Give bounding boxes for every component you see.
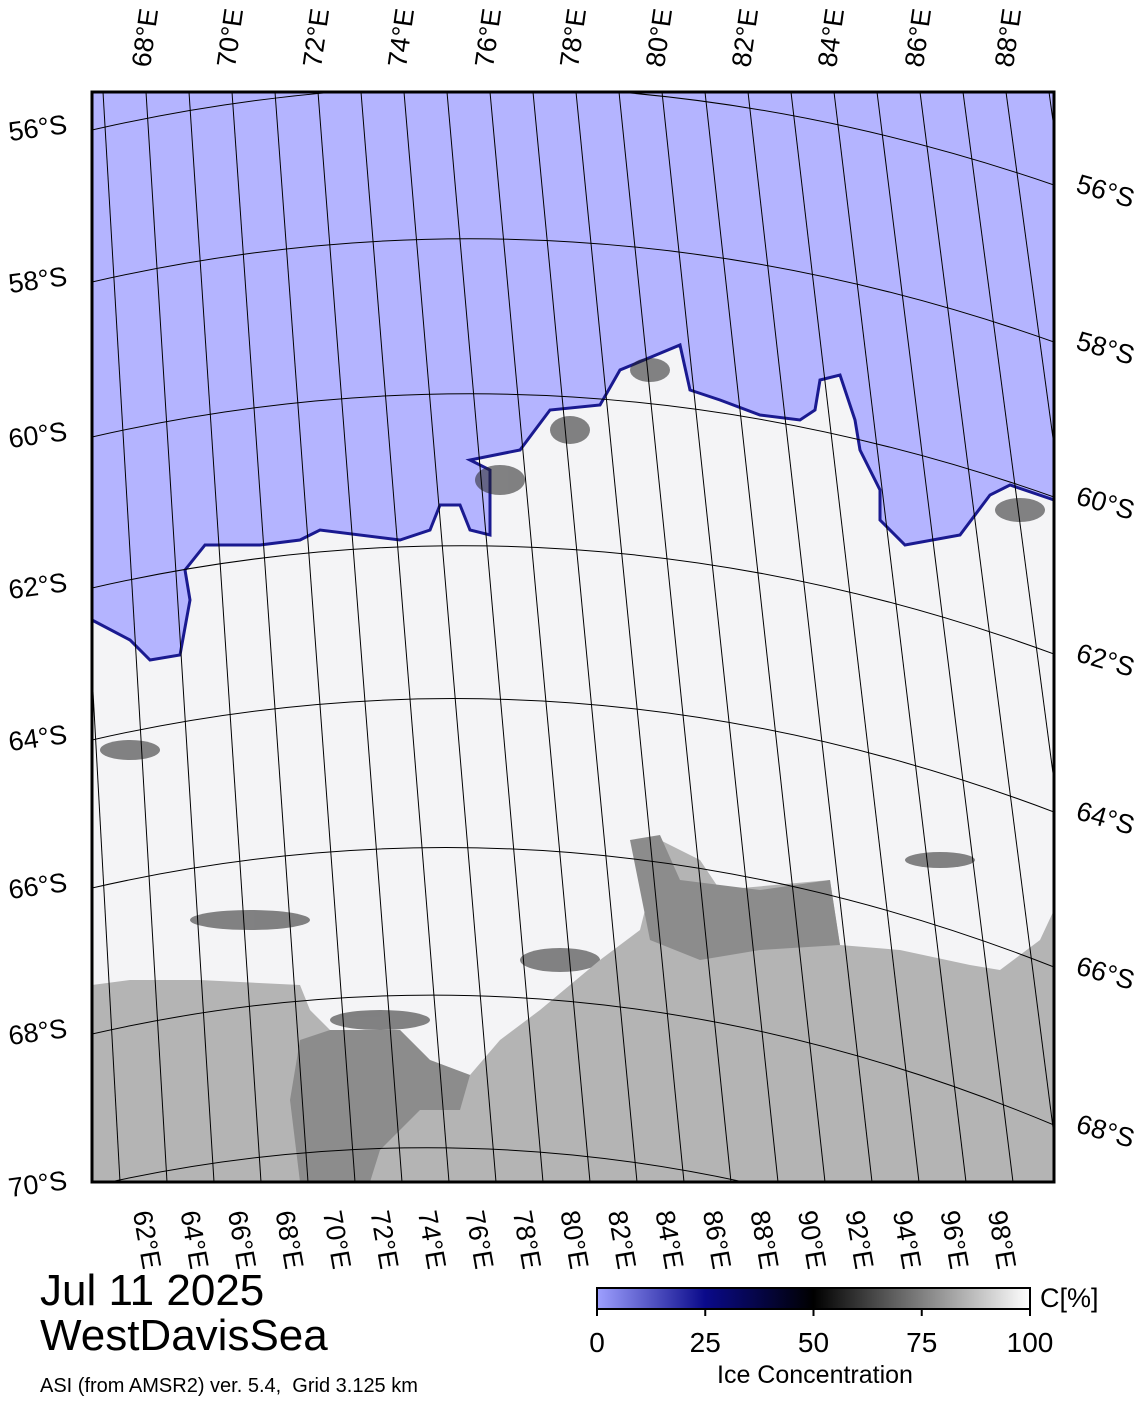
- lon-label: 84°E: [649, 1208, 689, 1271]
- colorbar-tick-label: 0: [589, 1327, 605, 1358]
- lon-label: 82°E: [726, 7, 764, 69]
- colorbar: [596, 1287, 1031, 1310]
- meridian: [145, 92, 215, 1182]
- lon-label: 78°E: [507, 1208, 547, 1271]
- lat-label: 68°S: [7, 1013, 69, 1051]
- lat-label: 64°S: [1073, 796, 1138, 841]
- meridian: [231, 92, 309, 1182]
- lon-label: 76°E: [469, 7, 507, 69]
- meridian: [532, 92, 638, 1182]
- meridian: [274, 92, 356, 1182]
- meridian: [876, 92, 1014, 1182]
- lon-label: 70°E: [211, 7, 249, 69]
- meridian: [919, 92, 1054, 1140]
- lon-label: 88°E: [989, 7, 1027, 69]
- meridian: [833, 92, 967, 1182]
- lon-label: 74°E: [412, 1208, 452, 1271]
- meridian: [1005, 92, 1054, 450]
- meridian: [618, 92, 732, 1182]
- parallel: [92, 847, 1054, 968]
- parallel: [107, 1147, 746, 1182]
- colorbar-tick-label: 25: [690, 1327, 721, 1358]
- colorbar-tick-label: 50: [798, 1327, 829, 1358]
- region: WestDavisSea: [40, 1311, 328, 1360]
- lon-label: 82°E: [602, 1208, 642, 1271]
- lat-label: 56°S: [7, 109, 69, 147]
- meridian: [317, 92, 403, 1182]
- lon-label: 76°E: [459, 1208, 499, 1271]
- meridian: [1048, 92, 1054, 132]
- lat-label: 66°S: [1073, 951, 1138, 996]
- meridian: [704, 92, 826, 1182]
- lon-label: 80°E: [554, 1208, 594, 1271]
- lon-label: 66°E: [222, 1208, 262, 1271]
- lon-label: 74°E: [382, 7, 420, 69]
- colorbar-ticks: 0 25 50 75 100: [589, 1309, 1053, 1358]
- lat-label: 56°S: [1073, 169, 1138, 214]
- lat-label: 58°S: [7, 261, 69, 299]
- meridian: [360, 92, 450, 1182]
- lon-label: 90°E: [792, 1208, 832, 1271]
- fast-ice: [290, 1030, 470, 1182]
- meridian: [747, 92, 873, 1182]
- meridian: [575, 92, 685, 1182]
- lat-label: 68°S: [1073, 1109, 1138, 1154]
- colorbar-tick-label: 100: [1007, 1327, 1054, 1358]
- lon-label: 68°E: [269, 1208, 309, 1271]
- map-frame: [90, 90, 1056, 1184]
- parallel: [92, 393, 1054, 498]
- date: Jul 11 2025: [40, 1266, 264, 1315]
- meridian: [962, 92, 1054, 785]
- lon-label: 80°E: [640, 7, 678, 69]
- meridian: [102, 92, 168, 1182]
- graticule: [92, 92, 1054, 1182]
- lon-label: 78°E: [554, 7, 592, 69]
- parallel: [92, 238, 1054, 343]
- lat-label: 60°S: [1073, 481, 1138, 526]
- ice-texture: [100, 358, 1045, 1030]
- parallel: [92, 545, 1054, 655]
- lon-label: 64°E: [174, 1208, 214, 1271]
- fast-ice: [630, 835, 840, 960]
- lon-label: 72°E: [364, 1208, 404, 1271]
- meridian: [92, 664, 121, 1182]
- lat-label: 58°S: [1073, 326, 1138, 371]
- lat-label: 64°S: [7, 719, 69, 757]
- lon-label: 62°E: [127, 1208, 167, 1271]
- lon-label: 88°E: [744, 1208, 784, 1271]
- colorbar-unit: C[%]: [1040, 1283, 1099, 1313]
- meridian: [661, 92, 779, 1182]
- lon-label: 98°E: [982, 1208, 1022, 1271]
- meridian: [403, 92, 497, 1182]
- lat-label: 70°S: [7, 1165, 69, 1203]
- parallel: [92, 698, 1054, 813]
- lat-label: 60°S: [7, 416, 69, 454]
- lon-label: 70°E: [317, 1208, 357, 1271]
- lat-label: 66°S: [7, 867, 69, 905]
- parallel: [92, 994, 1054, 1126]
- colorbar-title: Ice Concentration: [717, 1361, 913, 1389]
- lon-label: 96°E: [934, 1208, 974, 1271]
- meridian: [489, 92, 591, 1182]
- source: ASI (from AMSR2) ver. 5.4, Grid 3.125 km: [40, 1375, 418, 1397]
- map: [92, 92, 1054, 1182]
- lon-label: 92°E: [839, 1208, 879, 1271]
- lon-label: 86°E: [697, 1208, 737, 1271]
- parallel: [92, 92, 1054, 186]
- lon-label: 72°E: [297, 7, 335, 69]
- meridian: [188, 92, 262, 1182]
- colorbar-tick-label: 75: [906, 1327, 937, 1358]
- lon-label: 68°E: [126, 7, 164, 69]
- lat-label: 62°S: [1073, 638, 1138, 683]
- lat-label: 62°S: [7, 567, 69, 605]
- lon-label: 84°E: [812, 7, 850, 69]
- meridian: [446, 92, 544, 1182]
- lon-label: 94°E: [887, 1208, 927, 1271]
- lon-label: 86°E: [899, 7, 937, 69]
- meridian: [790, 92, 920, 1182]
